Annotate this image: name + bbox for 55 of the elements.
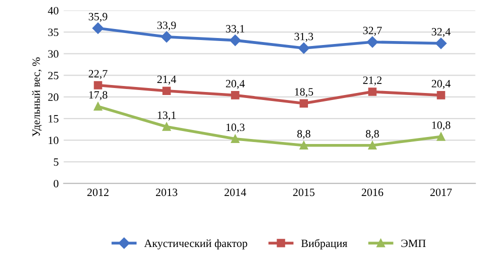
point <box>366 36 378 48</box>
x-tick-label: 2014 <box>224 188 246 196</box>
point <box>300 141 308 150</box>
x-tick-label: 2012 <box>87 188 108 196</box>
y-tick-label: 0 <box>54 180 58 188</box>
data-label: 21,4 <box>157 76 176 85</box>
legend-label: ЭМП <box>401 240 426 248</box>
data-label: 32,7 <box>363 26 382 36</box>
data-label: 20,4 <box>226 80 245 89</box>
point <box>231 134 240 144</box>
point <box>94 102 102 111</box>
data-label: 13,1 <box>158 111 176 121</box>
point <box>162 122 171 131</box>
point <box>368 141 377 150</box>
y-tick-label: 40 <box>48 6 58 14</box>
point <box>92 22 104 34</box>
point <box>162 86 171 96</box>
point <box>436 132 446 141</box>
data-label: 31,3 <box>294 32 314 42</box>
data-label: 10,8 <box>432 121 450 130</box>
y-axis-title: Удельный вес, % <box>32 57 42 136</box>
x-tick-label: 2015 <box>293 188 314 196</box>
y-tick-label: 10 <box>48 136 58 144</box>
point <box>435 38 447 49</box>
data-label: 33,9 <box>157 22 176 31</box>
data-label: 33,1 <box>226 25 244 34</box>
data-label: 17,8 <box>89 91 108 100</box>
point <box>160 31 172 42</box>
x-tick-label: 2013 <box>156 188 178 196</box>
point <box>230 34 241 46</box>
y-tick-label: 15 <box>48 115 58 123</box>
legend-label: Вибрация <box>301 239 348 250</box>
data-label: 21,2 <box>363 76 382 86</box>
data-label: 18,5 <box>295 88 314 98</box>
x-tick-label: 2017 <box>430 188 452 196</box>
data-label: 32,4 <box>432 28 451 38</box>
point <box>300 99 308 108</box>
y-tick-label: 30 <box>48 50 58 58</box>
y-tick-label: 35 <box>48 28 58 36</box>
legend-label: Акустический фактор <box>144 239 248 250</box>
point <box>94 81 102 90</box>
point <box>436 91 446 100</box>
y-tick-label: 20 <box>48 93 58 101</box>
data-label: 20,4 <box>432 80 451 89</box>
point <box>231 91 240 100</box>
data-label: 35,9 <box>88 12 108 22</box>
y-tick-label: 25 <box>48 72 58 80</box>
data-label: 10,3 <box>226 124 244 133</box>
data-label: 22,7 <box>88 70 108 80</box>
y-tick-label: 5 <box>54 158 58 166</box>
point <box>368 88 377 96</box>
data-label: 8,8 <box>297 130 310 140</box>
data-label: 8,8 <box>366 130 379 140</box>
point <box>298 42 310 54</box>
x-tick-label: 2016 <box>362 188 384 196</box>
